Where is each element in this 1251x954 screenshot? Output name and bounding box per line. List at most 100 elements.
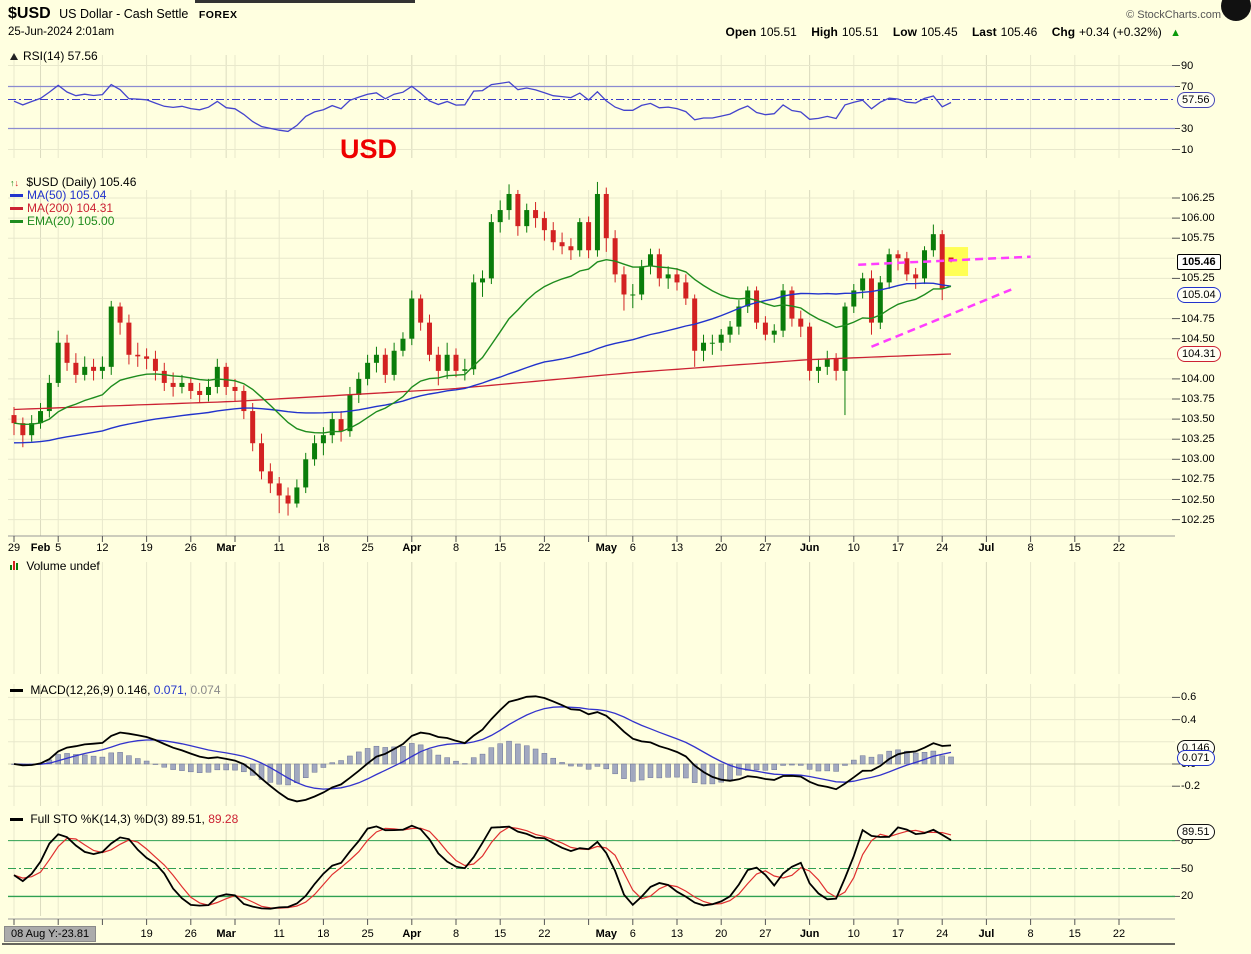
x-axis-label: 5 xyxy=(55,542,62,554)
ma50-value-box: 105.04 xyxy=(1177,287,1221,304)
ma200-color-key-icon xyxy=(10,207,23,211)
volume-icon xyxy=(10,561,18,570)
rsi-value-box: 57.56 xyxy=(1177,91,1215,108)
volume-legend-label: Volume undef xyxy=(26,559,100,573)
last-price-box: 105.46 xyxy=(1177,253,1221,270)
x-axis-label: 8 xyxy=(452,928,460,940)
x-axis-label: Jul xyxy=(978,542,995,554)
y-axis-label: 102.50 xyxy=(1181,493,1215,506)
symbol: $USD xyxy=(8,5,51,22)
y-axis-label: 105.25 xyxy=(1181,272,1215,285)
x-axis-label: 29 xyxy=(7,542,21,554)
sto-d-value: 89.28 xyxy=(208,812,239,826)
ema20-legend-label: EMA(20) 105.00 xyxy=(27,214,115,228)
high-value: 105.51 xyxy=(841,25,879,39)
x-axis-label: 20 xyxy=(715,542,728,554)
y-axis-label: 106.25 xyxy=(1181,192,1215,204)
x-axis-label: Apr xyxy=(402,928,422,940)
x-axis-label: 22 xyxy=(1112,542,1126,554)
x-axis-label: 15 xyxy=(494,928,507,940)
macd-signal-line xyxy=(13,706,952,790)
sto-k-value: 89.51, xyxy=(171,812,205,826)
candles-series xyxy=(11,181,954,516)
x-axis-label: 24 xyxy=(936,928,949,940)
x-axis-label: 18 xyxy=(317,928,330,940)
sto-legend: Full STO %K(14,3) %D(3) 89.51, 89.28 xyxy=(10,813,238,826)
macd-color-key-icon xyxy=(10,689,23,693)
y-axis-label: 104.75 xyxy=(1181,312,1215,325)
x-axis-label: 11 xyxy=(273,542,285,554)
x-axis-label: Mar xyxy=(216,542,236,554)
x-axis-label: 8 xyxy=(1027,928,1034,940)
low-value: 105.45 xyxy=(920,25,958,39)
open-label: Open xyxy=(725,25,757,39)
x-axis-label: 19 xyxy=(140,542,153,554)
x-axis-label: Apr xyxy=(402,542,422,554)
y-axis-label: 0.4 xyxy=(1181,713,1197,726)
last-value: 105.46 xyxy=(1000,25,1038,39)
x-axis-label: 8 xyxy=(1027,542,1034,554)
y-axis-label: 104.50 xyxy=(1181,332,1215,345)
macd-legend-label: MACD(12,26,9) xyxy=(30,683,114,697)
ema20-color-key-icon xyxy=(10,220,23,224)
sto-color-key-icon xyxy=(10,818,23,822)
x-axis-label: 27 xyxy=(759,928,772,940)
macd-line xyxy=(13,695,952,803)
x-axis-label: 6 xyxy=(629,928,636,940)
trendline-annotations xyxy=(858,255,1031,348)
floating-widget-button[interactable] xyxy=(1221,0,1251,21)
x-axis-label: Jun xyxy=(799,928,820,940)
gridlines xyxy=(8,55,1175,916)
chg-value: +0.34 (+0.32%) xyxy=(1079,25,1162,39)
ma50-line xyxy=(13,282,952,444)
macd-value: 0.146, xyxy=(117,683,151,697)
sto-value-box: 89.51 xyxy=(1177,823,1215,840)
ma50-legend-label: MA(50) 105.04 xyxy=(27,188,107,202)
chart-title: $USD US Dollar - Cash Settle FOREX xyxy=(8,5,237,23)
copyright: © StockCharts.com xyxy=(1126,9,1221,21)
x-axis-label: 15 xyxy=(1068,542,1081,554)
y-axis-label: 106.00 xyxy=(1181,212,1215,225)
y-axis-label: 10 xyxy=(1181,143,1194,156)
y-axis-label: 50 xyxy=(1181,862,1194,875)
low-label: Low xyxy=(892,25,917,39)
y-axis-label: 0.6 xyxy=(1181,691,1197,704)
x-axis-label: 19 xyxy=(140,928,153,940)
x-axis-label: 18 xyxy=(317,542,330,554)
axis-lines-and-ticks xyxy=(2,65,1180,945)
x-axis-label: 24 xyxy=(936,542,949,554)
y-axis-label: 103.00 xyxy=(1181,453,1215,466)
x-axis-label: Feb xyxy=(30,542,51,554)
stochastic-d-line xyxy=(13,826,952,909)
rsi-line xyxy=(13,81,952,133)
x-axis-label: 17 xyxy=(891,928,905,940)
x-axis-label: 26 xyxy=(184,928,197,940)
y-axis-label: 103.50 xyxy=(1181,413,1215,426)
x-axis-label: Jun xyxy=(799,542,820,554)
x-axis-label: 13 xyxy=(670,928,684,940)
x-axis-label: 11 xyxy=(273,928,285,940)
macd-hist-value: 0.074 xyxy=(190,683,221,697)
y-axis-label: 90 xyxy=(1181,59,1194,72)
indicator-icon xyxy=(10,53,18,60)
x-axis-label: 22 xyxy=(1112,928,1126,940)
ma50-color-key-icon xyxy=(10,194,23,198)
highlight-marker xyxy=(944,247,969,276)
open-value: 105.51 xyxy=(760,25,797,39)
ma200-legend-label: MA(200) 104.31 xyxy=(27,201,114,215)
x-axis-label: 6 xyxy=(629,542,636,554)
x-axis-label: Mar xyxy=(216,928,236,940)
y-axis-label: 102.25 xyxy=(1181,513,1215,526)
crosshair-readout: 08 Aug Y:-23.81 xyxy=(4,926,97,942)
macd-signal-box: 0.071 xyxy=(1177,750,1215,766)
x-axis-label: 17 xyxy=(891,542,905,554)
last-label: Last xyxy=(971,25,997,39)
y-axis-label: 20 xyxy=(1181,890,1194,903)
x-axis-label: 10 xyxy=(847,928,860,940)
x-axis-label: May xyxy=(595,542,617,554)
quote-line: Open 105.51 High 105.51 Low 105.45 Last 105.… xyxy=(714,25,1181,39)
x-axis-label: 27 xyxy=(759,542,772,554)
x-axis-label: 25 xyxy=(361,542,374,554)
x-axis-label: 15 xyxy=(1068,928,1081,940)
